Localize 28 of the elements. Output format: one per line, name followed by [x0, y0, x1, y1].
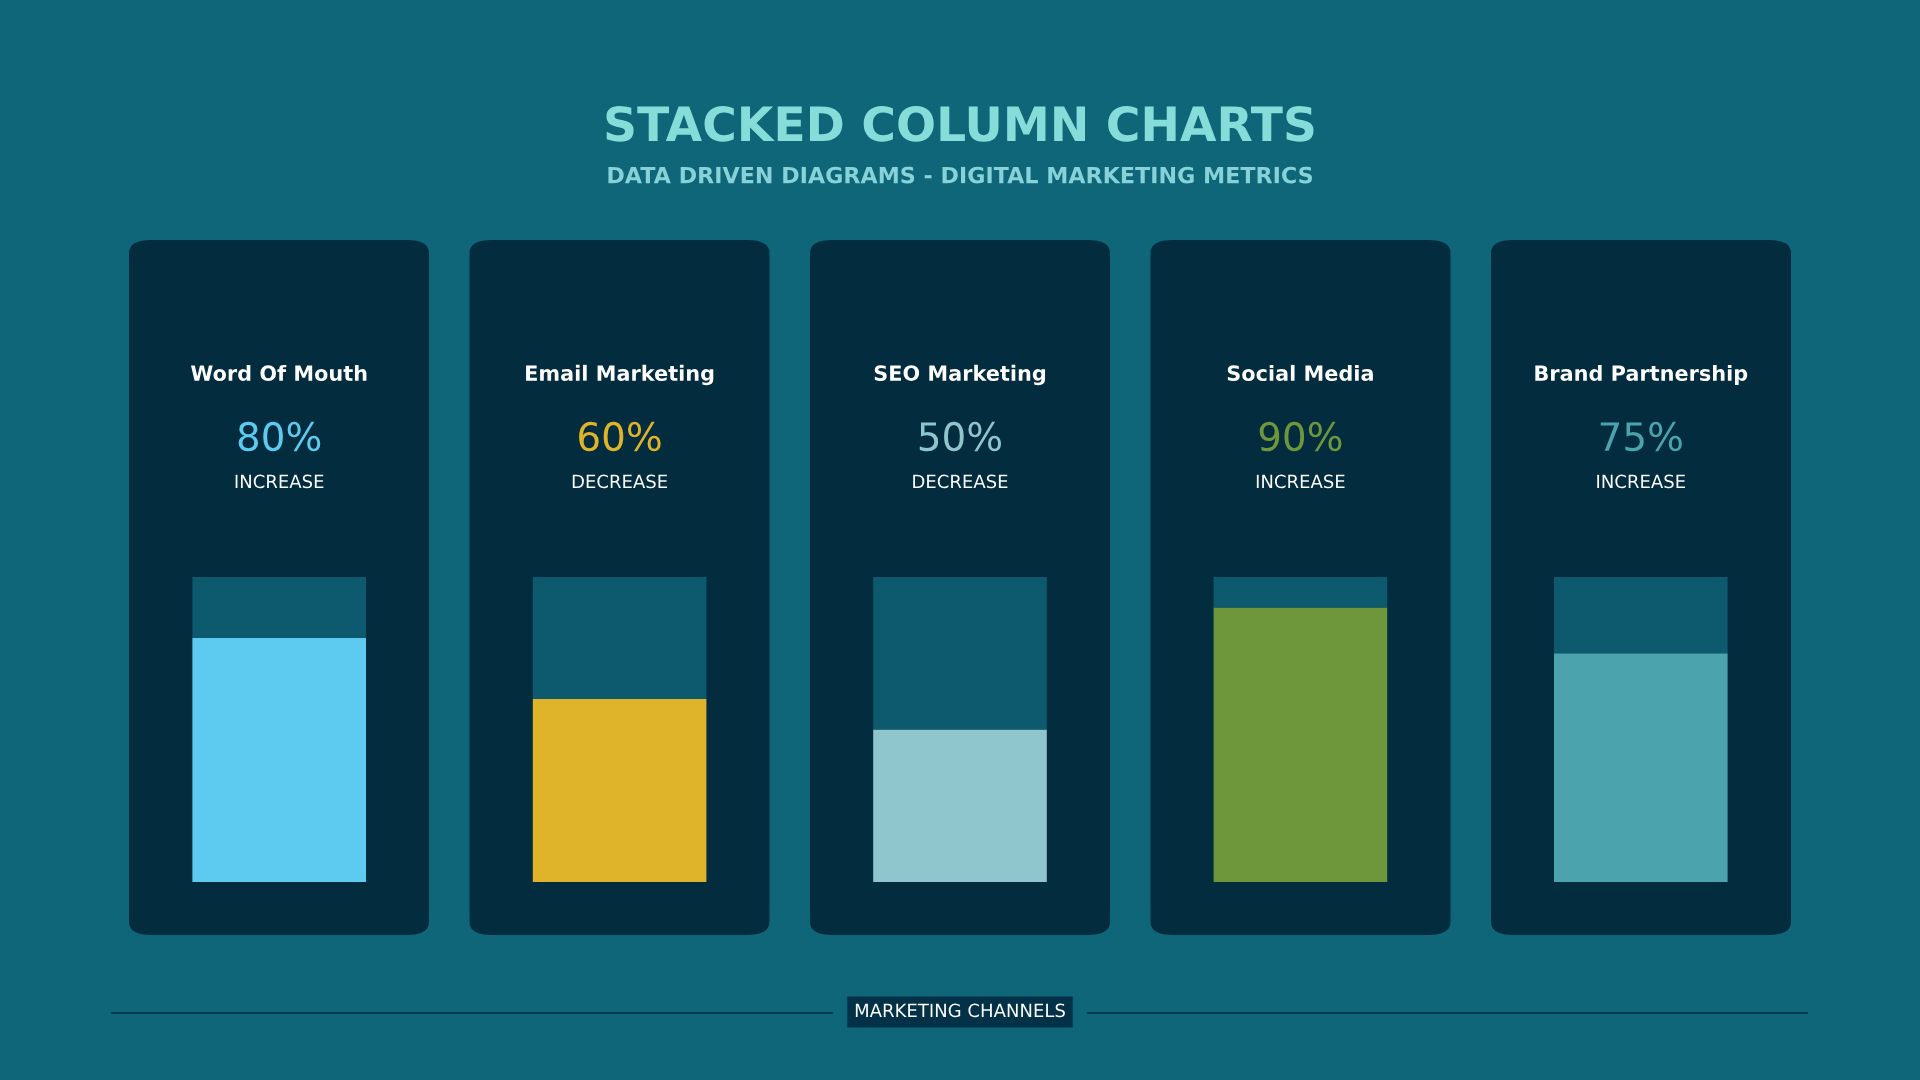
data-label: 90% [1259, 421, 1342, 452]
x-tick-label: SEO Marketing [874, 364, 1046, 386]
x-tick-label: Social Media [1227, 364, 1373, 382]
chart-title: STACKED COLUMN CHARTS [606, 105, 1314, 142]
text: INCREASE [1256, 474, 1345, 489]
data-label: 80% [238, 421, 321, 452]
text: DECREASE [913, 474, 1008, 489]
bar [532, 577, 707, 699]
chart-subtitle: DATA DRIVEN DIAGRAMS - DIGITAL MARKETING METRICS [608, 166, 1312, 184]
text: INCREASE [235, 474, 324, 489]
bar [873, 729, 1047, 882]
bar [1554, 577, 1728, 654]
data-label: 60% [579, 421, 661, 452]
text: INCREASE [1597, 474, 1685, 489]
x-tick-label: Email Marketing [526, 364, 714, 386]
bar [532, 699, 707, 882]
x-tick-label: Brand Partnership [1535, 364, 1748, 386]
bar [873, 577, 1047, 730]
data-label: 50% [919, 421, 1002, 452]
data-label: 75% [1600, 421, 1682, 452]
text: MARKETING CHANNELS [855, 1003, 1065, 1018]
text: DECREASE [572, 474, 667, 489]
bar [1213, 577, 1388, 608]
x-tick-label: Word Of Mouth [190, 364, 367, 382]
bar [1213, 607, 1388, 882]
bar [1554, 653, 1728, 882]
bar [192, 577, 366, 638]
bar [192, 638, 366, 882]
